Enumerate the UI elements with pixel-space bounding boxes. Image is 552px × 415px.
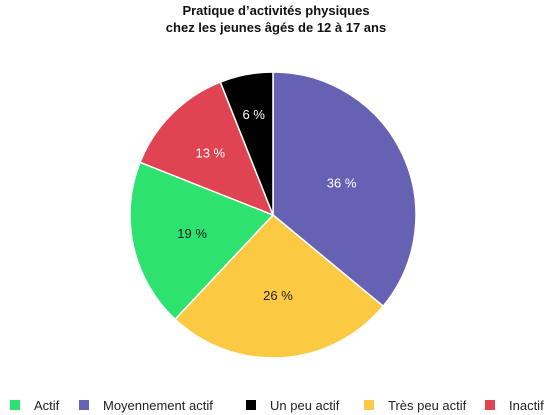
chart-title-line2: chez les jeunes âgés de 12 à 17 ans	[165, 20, 387, 35]
legend-label-actif: Actif	[34, 397, 60, 413]
legend-label-tres-peu-actif: Très peu actif	[388, 397, 467, 413]
legend-swatch-inactif	[485, 400, 495, 410]
slice-label-moyennement-actif: 36 %	[327, 176, 357, 191]
slice-label-inactif: 13 %	[195, 145, 225, 160]
pie-plot: 36 % 26 % 19 % 13 % 6 %	[129, 71, 417, 359]
legend-swatch-moyennement-actif	[79, 400, 89, 410]
legend-item-tres-peu-actif: Très peu actif	[364, 397, 466, 413]
slice-label-un-peu-actif: 6 %	[242, 107, 265, 122]
pie-slice-moyennement-actif	[272, 71, 417, 308]
legend-label-un-peu-actif: Un peu actif	[270, 397, 340, 413]
pie-slice-tres-peu-actif	[174, 213, 385, 359]
legend-label-moyennement-actif: Moyennement actif	[103, 397, 213, 413]
chart-title-line1: Pratique d’activités physiques	[182, 3, 370, 18]
legend-item-moyennement-actif: Moyennement actif	[79, 397, 213, 413]
legend-swatch-tres-peu-actif	[364, 400, 374, 410]
pie-slice-inactif	[139, 81, 275, 217]
legend-item-un-peu-actif: Un peu actif	[246, 397, 339, 413]
slice-label-tres-peu-actif: 26 %	[263, 288, 293, 303]
legend-swatch-un-peu-actif	[246, 400, 256, 410]
slice-label-actif: 19 %	[177, 226, 207, 241]
legend-swatch-actif	[10, 400, 20, 410]
legend-item-actif: Actif	[10, 397, 59, 413]
legend-item-inactif: Inactif	[485, 397, 544, 413]
legend-label-inactif: Inactif	[509, 397, 544, 413]
pie-slice-un-peu-actif	[219, 71, 274, 216]
chart-legend: Actif Moyennement actif Un peu actif Très p…	[0, 397, 552, 415]
